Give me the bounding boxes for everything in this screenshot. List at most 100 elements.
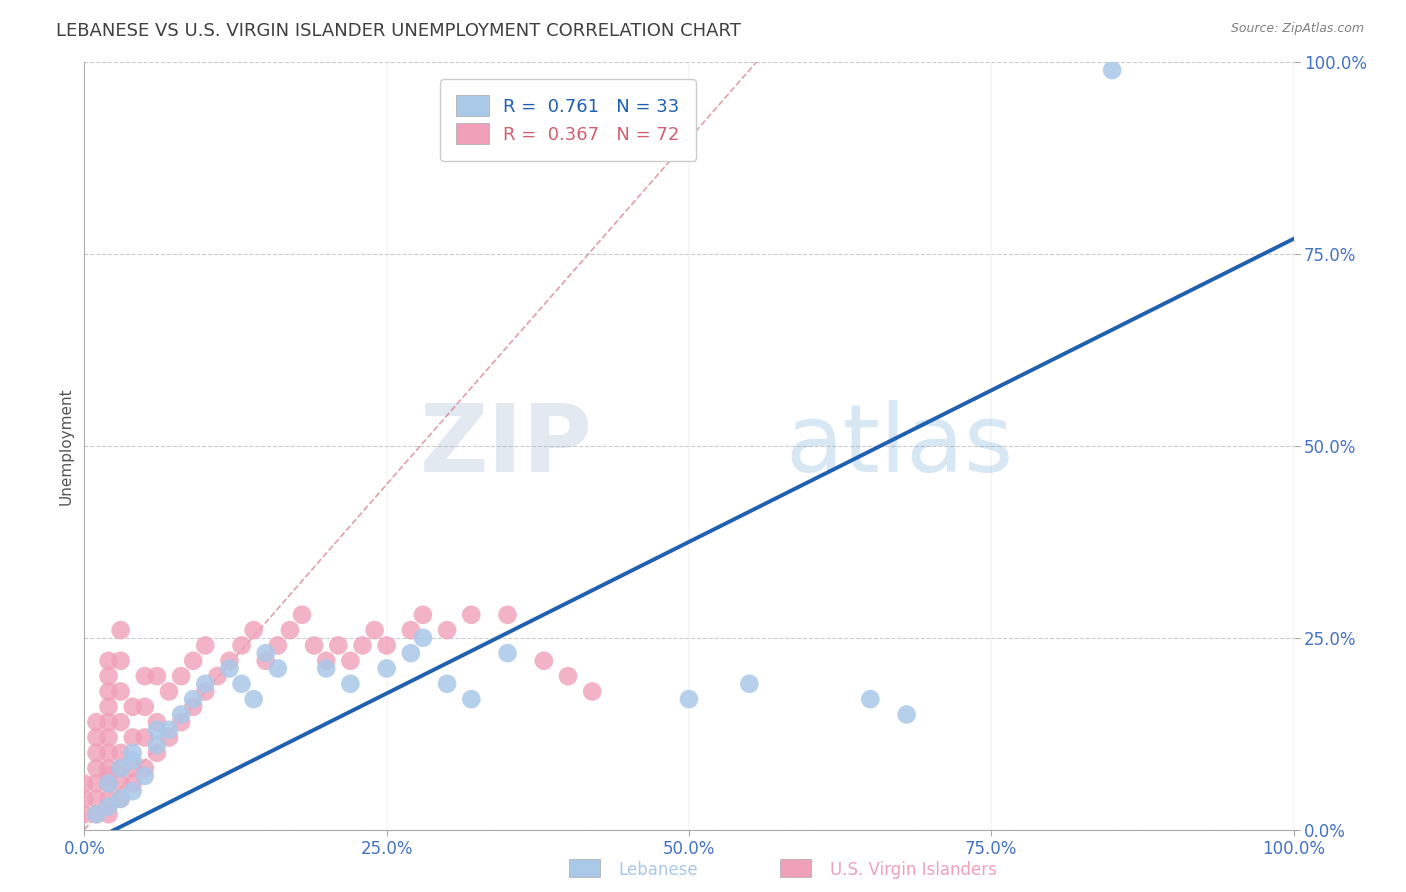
Point	[339, 654, 361, 668]
Point	[110, 792, 132, 806]
Point	[218, 654, 240, 668]
Point	[73, 792, 96, 806]
Point	[97, 776, 120, 790]
Point	[254, 654, 277, 668]
Point	[97, 807, 120, 822]
Point	[121, 761, 143, 775]
Y-axis label: Unemployment: Unemployment	[58, 387, 73, 505]
Point	[231, 677, 253, 691]
Legend: R =  0.761   N = 33, R =  0.367   N = 72: R = 0.761 N = 33, R = 0.367 N = 72	[440, 79, 696, 161]
Point	[86, 792, 108, 806]
Point	[1101, 63, 1123, 78]
Point	[315, 654, 337, 668]
Point	[97, 769, 120, 783]
Point	[86, 761, 108, 775]
Point	[97, 799, 120, 814]
Point	[110, 654, 132, 668]
Point	[315, 661, 337, 675]
Point	[86, 807, 108, 822]
Point	[436, 677, 458, 691]
Point	[254, 646, 277, 660]
Point	[97, 776, 120, 790]
Point	[267, 639, 290, 653]
Point	[97, 746, 120, 760]
Point	[110, 761, 132, 775]
Point	[121, 776, 143, 790]
Point	[352, 639, 374, 653]
Point	[157, 723, 180, 737]
Point	[181, 699, 204, 714]
Point	[412, 607, 434, 622]
Point	[496, 607, 519, 622]
Point	[181, 654, 204, 668]
Point	[436, 623, 458, 637]
Point	[73, 807, 96, 822]
Point	[460, 692, 482, 706]
Point	[110, 684, 132, 698]
Point	[121, 784, 143, 798]
Point	[110, 623, 132, 637]
Point	[110, 776, 132, 790]
Point	[146, 738, 169, 752]
Point	[110, 792, 132, 806]
Point	[375, 661, 398, 675]
Point	[678, 692, 700, 706]
Point	[146, 746, 169, 760]
Point	[86, 776, 108, 790]
Point	[97, 715, 120, 730]
Point	[97, 699, 120, 714]
Point	[86, 807, 108, 822]
Point	[157, 684, 180, 698]
Text: atlas: atlas	[786, 400, 1014, 492]
Point	[363, 623, 385, 637]
Point	[231, 639, 253, 653]
Point	[73, 776, 96, 790]
Point	[328, 639, 350, 653]
Point	[194, 684, 217, 698]
Point	[242, 692, 264, 706]
Point	[97, 731, 120, 745]
Point	[97, 669, 120, 683]
Point	[738, 677, 761, 691]
Text: Lebanese: Lebanese	[619, 861, 699, 879]
Point	[110, 746, 132, 760]
Point	[375, 639, 398, 653]
Point	[134, 731, 156, 745]
Point	[291, 607, 314, 622]
Point	[146, 723, 169, 737]
Point	[157, 731, 180, 745]
Point	[859, 692, 882, 706]
Point	[267, 661, 290, 675]
Point	[194, 677, 217, 691]
Point	[533, 654, 555, 668]
Point	[242, 623, 264, 637]
Point	[121, 731, 143, 745]
Point	[134, 769, 156, 783]
Point	[134, 669, 156, 683]
Point	[121, 754, 143, 768]
Point	[97, 684, 120, 698]
Point	[278, 623, 301, 637]
Point	[302, 639, 325, 653]
Text: LEBANESE VS U.S. VIRGIN ISLANDER UNEMPLOYMENT CORRELATION CHART: LEBANESE VS U.S. VIRGIN ISLANDER UNEMPLO…	[56, 22, 741, 40]
Text: Source: ZipAtlas.com: Source: ZipAtlas.com	[1230, 22, 1364, 36]
Point	[134, 699, 156, 714]
Point	[97, 792, 120, 806]
Point	[121, 699, 143, 714]
Point	[97, 761, 120, 775]
Point	[86, 746, 108, 760]
Point	[412, 631, 434, 645]
Point	[170, 715, 193, 730]
Point	[86, 731, 108, 745]
Bar	[780, 859, 811, 877]
Point	[146, 669, 169, 683]
Point	[460, 607, 482, 622]
Point	[496, 646, 519, 660]
Point	[97, 654, 120, 668]
Point	[399, 646, 422, 660]
Point	[218, 661, 240, 675]
Point	[207, 669, 229, 683]
Text: U.S. Virgin Islanders: U.S. Virgin Islanders	[830, 861, 997, 879]
Point	[86, 715, 108, 730]
Point	[170, 669, 193, 683]
